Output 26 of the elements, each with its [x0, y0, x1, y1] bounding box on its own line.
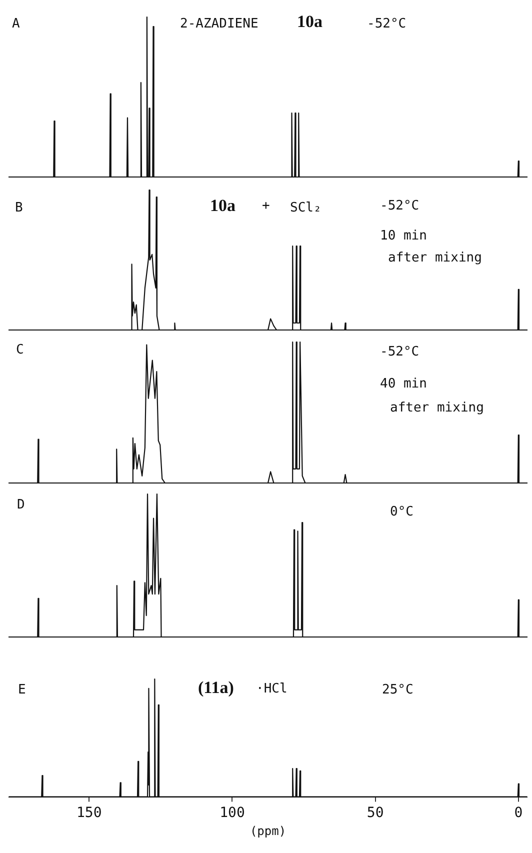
- annotation: ·HCl: [256, 682, 288, 696]
- annotation: 10 min: [380, 228, 427, 244]
- x-tick-label: 100: [220, 804, 245, 821]
- annotation: after mixing: [388, 250, 482, 266]
- annotation: (11a): [198, 678, 234, 698]
- annotation: -52°C: [380, 198, 420, 214]
- x-axis-title: (ppm): [250, 824, 286, 838]
- x-tick-label: 150: [76, 804, 102, 821]
- annotation: A: [12, 16, 20, 32]
- annotation: 10a: [297, 12, 322, 32]
- annotation: 10a: [210, 196, 236, 216]
- annotation: SCl₂: [290, 200, 322, 216]
- annotation: after mixing: [390, 400, 484, 416]
- annotation: 2-AZADIENE: [180, 16, 258, 32]
- annotation: -52°C: [367, 16, 406, 32]
- annotation: B: [15, 200, 23, 216]
- annotation: +: [262, 198, 270, 214]
- x-tick-label: 0: [514, 804, 523, 821]
- annotation: D: [17, 498, 25, 512]
- annotation: 0°C: [390, 504, 414, 520]
- annotation: 40 min: [380, 376, 427, 392]
- annotation: -52°C: [380, 344, 420, 360]
- annotation: C: [16, 342, 24, 358]
- annotation: E: [18, 682, 26, 698]
- x-tick-label: 50: [366, 804, 384, 821]
- annotation: 25°C: [382, 682, 414, 698]
